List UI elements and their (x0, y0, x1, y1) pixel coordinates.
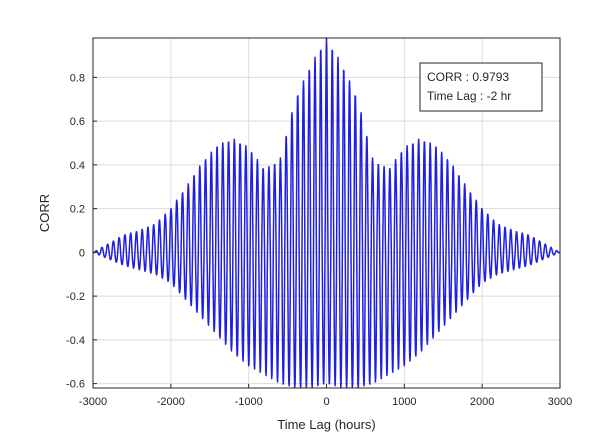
y-tick-label: 0.6 (70, 116, 85, 128)
x-tick-label: 1000 (392, 396, 416, 408)
y-tick-label: 0.8 (70, 72, 85, 84)
y-tick-label: -0.4 (66, 335, 85, 347)
annotation-frame (419, 62, 543, 112)
y-axis-title: CORR (37, 194, 52, 232)
x-tick-label: -2000 (157, 396, 185, 408)
x-tick-label: 0 (323, 396, 329, 408)
annotation-time-lag: Time Lag : -2 hr (427, 89, 511, 103)
x-tick-label: -1000 (235, 396, 263, 408)
y-tick-label: 0.2 (70, 204, 85, 216)
axis-ticks: -3000 -2000 -1000 0 1000 2000 3000 -0.6 -0.4 -0.2… (66, 72, 572, 408)
x-axis-title: Time Lag (hours) (277, 417, 376, 432)
annotation-box: CORR : 0.9793 Time Lag : -2 hr (419, 62, 543, 112)
x-tick-label: -3000 (79, 396, 107, 408)
x-tick-label: 2000 (470, 396, 494, 408)
y-tick-label: 0 (79, 247, 85, 259)
y-tick-label: 0.4 (70, 160, 85, 172)
annotation-corr: CORR : 0.9793 (427, 70, 509, 84)
y-tick-label: -0.6 (66, 379, 85, 391)
x-tick-label: 3000 (548, 396, 572, 408)
y-tick-label: -0.2 (66, 291, 85, 303)
